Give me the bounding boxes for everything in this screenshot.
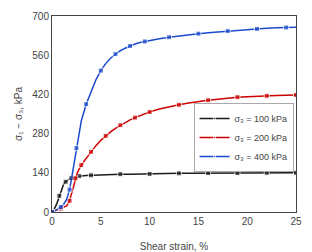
svg-text:σ₃ = 100 kPa: σ₃ = 100 kPa — [235, 114, 288, 124]
svg-text:10: 10 — [144, 216, 156, 227]
svg-text:σ₃ = 400 kPa: σ₃ = 400 kPa — [235, 152, 288, 162]
svg-text:Shear strain, %: Shear strain, % — [140, 241, 208, 252]
svg-text:280: 280 — [32, 128, 49, 139]
svg-text:σ₁ − σ₃, kPa: σ₁ − σ₃, kPa — [13, 87, 24, 141]
svg-text:20: 20 — [242, 216, 254, 227]
svg-text:25: 25 — [290, 216, 302, 227]
svg-text:140: 140 — [32, 167, 49, 178]
svg-text:560: 560 — [32, 50, 49, 61]
svg-text:σ₃ = 200 kPa: σ₃ = 200 kPa — [235, 133, 288, 143]
svg-text:15: 15 — [193, 216, 205, 227]
svg-text:0: 0 — [43, 207, 49, 218]
svg-text:0: 0 — [49, 216, 55, 227]
svg-text:5: 5 — [98, 216, 104, 227]
svg-text:420: 420 — [32, 89, 49, 100]
svg-text:700: 700 — [32, 11, 49, 22]
